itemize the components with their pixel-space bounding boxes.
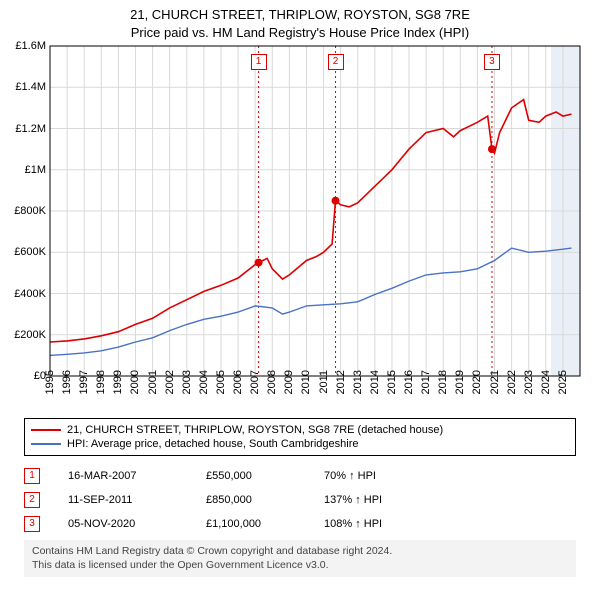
legend-swatch [31, 429, 61, 431]
x-tick-label: 1995 [44, 370, 56, 394]
x-tick-label: 2014 [369, 370, 381, 394]
y-tick-label: £0 [2, 370, 46, 382]
sale-date: 05-NOV-2020 [68, 518, 178, 530]
x-tick-label: 2024 [540, 370, 552, 394]
x-tick-label: 2019 [454, 370, 466, 394]
x-tick-label: 1998 [95, 370, 107, 394]
title-line-1: 21, CHURCH STREET, THRIPLOW, ROYSTON, SG… [0, 6, 600, 24]
x-tick-label: 2010 [300, 370, 312, 394]
x-tick-label: 2007 [249, 370, 261, 394]
x-tick-label: 2018 [437, 370, 449, 394]
x-tick-label: 1997 [78, 370, 90, 394]
title-line-2: Price paid vs. HM Land Registry's House … [0, 24, 600, 42]
legend-row: HPI: Average price, detached house, Sout… [31, 437, 569, 451]
x-tick-label: 2001 [147, 370, 159, 394]
chart-svg [50, 46, 580, 376]
sale-marker-2: 2 [24, 492, 40, 508]
legend-label: 21, CHURCH STREET, THRIPLOW, ROYSTON, SG… [67, 424, 443, 436]
chart-area: £0£200K£400K£600K£800K£1M£1.2M£1.4M£1.6M… [50, 46, 580, 376]
sale-date: 11-SEP-2011 [68, 494, 178, 506]
x-tick-label: 2002 [164, 370, 176, 394]
x-tick-label: 2000 [129, 370, 141, 394]
x-tick-label: 2025 [557, 370, 569, 394]
legend: 21, CHURCH STREET, THRIPLOW, ROYSTON, SG… [24, 418, 576, 456]
x-tick-label: 2022 [506, 370, 518, 394]
x-tick-label: 2013 [352, 370, 364, 394]
event-marker-2: 2 [328, 54, 344, 70]
sale-marker-3: 3 [24, 516, 40, 532]
sale-price: £550,000 [206, 470, 296, 482]
y-tick-label: £600K [2, 246, 46, 258]
x-tick-label: 2011 [318, 370, 330, 394]
sale-hpi: 137% ↑ HPI [324, 494, 444, 506]
x-tick-label: 1999 [112, 370, 124, 394]
footer-line-2: This data is licensed under the Open Gov… [32, 559, 568, 573]
y-tick-label: £800K [2, 205, 46, 217]
x-tick-label: 2017 [420, 370, 432, 394]
y-tick-label: £1.2M [2, 123, 46, 135]
sale-marker-1: 1 [24, 468, 40, 484]
event-marker-1: 1 [251, 54, 267, 70]
y-tick-label: £1.6M [2, 40, 46, 52]
sale-price: £1,100,000 [206, 518, 296, 530]
x-tick-label: 2005 [215, 370, 227, 394]
sale-row-2: 2 11-SEP-2011 £850,000 137% ↑ HPI [24, 488, 576, 512]
x-tick-label: 2015 [386, 370, 398, 394]
x-tick-label: 2006 [232, 370, 244, 394]
y-tick-label: £1M [2, 164, 46, 176]
legend-label: HPI: Average price, detached house, Sout… [67, 438, 358, 450]
legend-row: 21, CHURCH STREET, THRIPLOW, ROYSTON, SG… [31, 423, 569, 437]
sale-date: 16-MAR-2007 [68, 470, 178, 482]
x-tick-label: 2021 [489, 370, 501, 394]
x-tick-label: 2016 [403, 370, 415, 394]
sales-table: 1 16-MAR-2007 £550,000 70% ↑ HPI 2 11-SEP-201… [24, 464, 576, 536]
footer-line-1: Contains HM Land Registry data © Crown c… [32, 545, 568, 559]
event-marker-3: 3 [484, 54, 500, 70]
y-tick-label: £1.4M [2, 81, 46, 93]
legend-swatch [31, 443, 61, 445]
sale-price: £850,000 [206, 494, 296, 506]
title-block: 21, CHURCH STREET, THRIPLOW, ROYSTON, SG… [0, 0, 600, 41]
sale-row-3: 3 05-NOV-2020 £1,100,000 108% ↑ HPI [24, 512, 576, 536]
figure: 21, CHURCH STREET, THRIPLOW, ROYSTON, SG… [0, 0, 600, 590]
x-tick-label: 2023 [523, 370, 535, 394]
x-tick-label: 2008 [266, 370, 278, 394]
footer-attribution: Contains HM Land Registry data © Crown c… [24, 540, 576, 577]
y-tick-label: £400K [2, 288, 46, 300]
x-tick-label: 2004 [198, 370, 210, 394]
x-tick-label: 2009 [283, 370, 295, 394]
sale-row-1: 1 16-MAR-2007 £550,000 70% ↑ HPI [24, 464, 576, 488]
x-tick-label: 2020 [471, 370, 483, 394]
sale-hpi: 108% ↑ HPI [324, 518, 444, 530]
sale-hpi: 70% ↑ HPI [324, 470, 444, 482]
x-tick-label: 2003 [181, 370, 193, 394]
x-tick-label: 2012 [335, 370, 347, 394]
x-tick-label: 1996 [61, 370, 73, 394]
y-tick-label: £200K [2, 329, 46, 341]
